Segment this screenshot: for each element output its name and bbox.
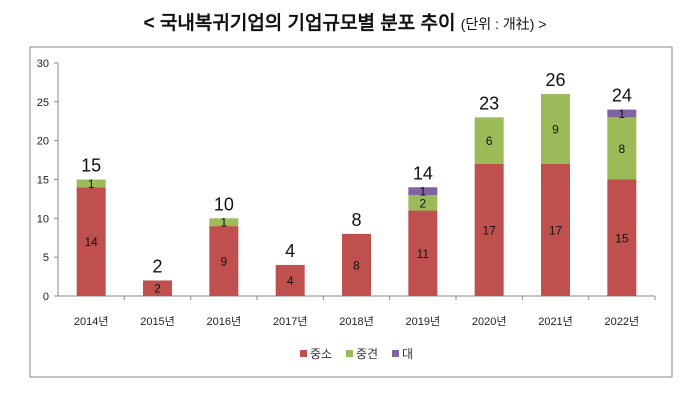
x-tick-label: 2014년	[74, 315, 109, 328]
chart-frame	[29, 46, 673, 378]
bar-segment	[275, 264, 305, 296]
data-label: 1	[618, 107, 625, 121]
x-tick-label: 2021년	[538, 315, 573, 328]
y-tick-label: 25	[37, 97, 49, 109]
legend-swatch	[346, 350, 353, 357]
data-label: 11	[417, 247, 430, 261]
y-tick-label: 15	[37, 175, 49, 187]
x-tick-label: 2019년	[406, 315, 441, 328]
x-tick-label: 2020년	[472, 315, 507, 328]
data-label: 1	[220, 216, 227, 230]
bar-segment	[143, 280, 172, 296]
bar-segment	[408, 210, 438, 296]
legend-label: 대	[402, 347, 413, 361]
title-text: < 국내복귀기업의 기업규모별 분포 추이	[143, 13, 456, 34]
y-tick-label: 5	[43, 252, 49, 264]
data-label: 17	[482, 223, 496, 237]
total-label: 15	[81, 156, 101, 176]
bar-segment	[474, 117, 504, 164]
x-tick-label: 2017년	[273, 315, 308, 328]
y-tick-label: 20	[37, 136, 49, 148]
data-label: 4	[287, 274, 294, 288]
total-label: 26	[545, 70, 565, 90]
bar-segment	[607, 179, 637, 296]
bar-segment	[541, 94, 570, 164]
x-tick-label: 2022년	[605, 315, 640, 328]
data-label: 15	[615, 231, 629, 245]
legend-swatch	[300, 350, 307, 357]
data-label: 1	[419, 185, 426, 199]
total-label: 4	[285, 241, 295, 261]
y-tick-label: 10	[37, 213, 49, 225]
data-label: 2	[419, 196, 426, 210]
total-label: 2	[152, 256, 162, 276]
bar-segment	[607, 109, 637, 118]
x-tick-label: 2015년	[140, 315, 175, 328]
bar-segment	[342, 233, 371, 296]
total-label: 8	[351, 210, 361, 230]
total-label: 23	[479, 93, 499, 113]
bar-segment	[607, 117, 637, 180]
legend-label: 중소	[310, 347, 332, 361]
bar-segment	[76, 187, 106, 296]
y-tick-label: 0	[43, 291, 49, 303]
data-label: 6	[486, 134, 493, 148]
data-label: 1	[88, 177, 95, 191]
data-label: 14	[84, 235, 98, 249]
chart-title: < 국내복귀기업의 기업규모별 분포 추이 (단위 : 개社) >	[0, 8, 690, 35]
data-label: 17	[549, 223, 563, 237]
bar-segment	[408, 195, 438, 211]
x-tick-label: 2018년	[339, 315, 374, 328]
bar-segment	[408, 187, 438, 196]
data-label: 8	[353, 258, 360, 272]
bar-segment	[209, 218, 239, 227]
y-tick-label: 30	[37, 58, 49, 70]
legend-label: 중견	[356, 347, 378, 361]
data-label: 9	[220, 255, 227, 269]
total-label: 14	[413, 163, 433, 183]
data-label: 9	[552, 123, 559, 137]
data-label: 8	[618, 142, 625, 156]
unit-label: (단위 : 개社) >	[460, 16, 547, 32]
bar-segment	[76, 179, 106, 188]
bar-segment	[541, 163, 570, 296]
legend-swatch	[392, 350, 399, 357]
total-label: 10	[214, 194, 234, 214]
bar-segment	[474, 163, 504, 296]
total-label: 24	[612, 86, 632, 106]
data-label: 2	[154, 282, 161, 296]
x-tick-label: 2016년	[207, 315, 242, 328]
bar-segment	[209, 226, 239, 296]
